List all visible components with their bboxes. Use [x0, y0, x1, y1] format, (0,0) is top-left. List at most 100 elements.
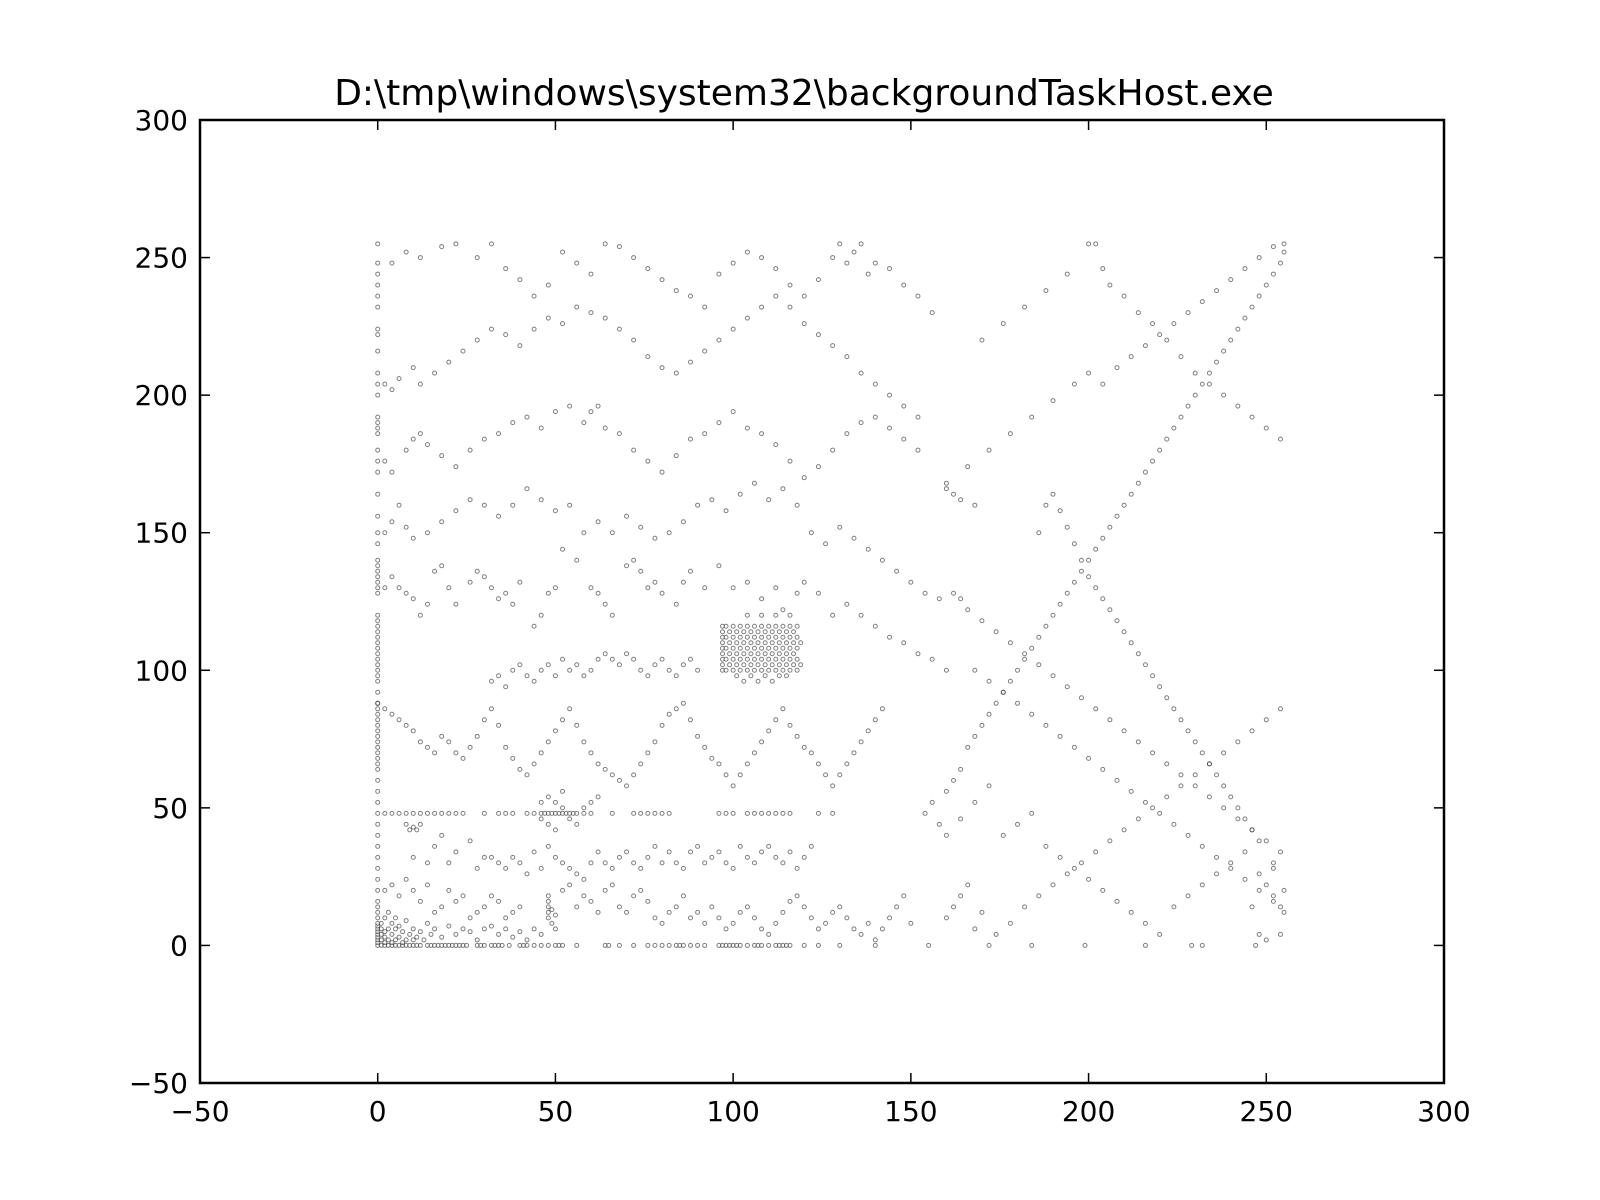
scatter-point: [375, 777, 381, 783]
scatter-point: [1043, 502, 1049, 508]
y-tick-label: 0: [170, 929, 188, 962]
scatter-point: [1107, 282, 1113, 288]
scatter-point: [680, 865, 686, 871]
scatter-point: [1014, 821, 1020, 827]
scatter-point: [417, 381, 423, 387]
scatter-point: [1150, 458, 1156, 464]
scatter-point: [780, 706, 786, 712]
scatter-point: [1270, 898, 1276, 904]
scatter-point: [741, 629, 747, 635]
scatter-point: [759, 596, 765, 602]
scatter-point: [734, 651, 740, 657]
scatter-point: [1171, 821, 1177, 827]
scatter-point: [524, 942, 530, 948]
scatter-point: [1093, 585, 1099, 591]
scatter-point: [958, 596, 964, 602]
scatter-point: [545, 843, 551, 849]
scatter-point: [780, 623, 786, 629]
scatter-point: [773, 266, 779, 272]
scatter-point: [417, 255, 423, 261]
scatter-point: [986, 678, 992, 684]
scatter-point: [375, 425, 381, 431]
scatter-point: [1043, 843, 1049, 849]
scatter-point: [744, 645, 750, 651]
scatter-point: [1263, 882, 1269, 888]
scatter-point: [510, 854, 516, 860]
scatter-point: [588, 271, 594, 277]
scatter-point: [375, 744, 381, 750]
scatter-point: [496, 898, 502, 904]
scatter-point: [567, 667, 573, 673]
scatter-point: [766, 623, 772, 629]
scatter-point: [723, 656, 729, 662]
scatter-point: [602, 315, 608, 321]
scatter-point: [766, 931, 772, 937]
scatter-point: [972, 667, 978, 673]
scatter-point: [1278, 260, 1284, 266]
scatter-point: [439, 563, 445, 569]
scatter-point: [716, 420, 722, 426]
scatter-point: [375, 293, 381, 299]
scatter-point: [687, 568, 693, 574]
scatter-point: [965, 607, 971, 613]
scatter-point: [851, 750, 857, 756]
scatter-point: [588, 409, 594, 415]
scatter-point: [1242, 315, 1248, 321]
scatter-point: [741, 662, 747, 668]
scatter-point: [538, 667, 544, 673]
scatter-point: [815, 761, 821, 767]
scatter-point: [773, 717, 779, 723]
scatter-point: [560, 546, 566, 552]
scatter-point: [375, 728, 381, 734]
scatter-point: [1100, 887, 1106, 893]
scatter-point: [844, 915, 850, 921]
scatter-point: [602, 651, 608, 657]
scatter-point: [1178, 414, 1184, 420]
scatter-point: [773, 854, 779, 860]
scatter-point: [560, 249, 566, 255]
scatter-point: [929, 799, 935, 805]
scatter-point: [538, 942, 544, 948]
scatter-point: [609, 656, 615, 662]
scatter-point: [759, 612, 765, 618]
scatter-point: [375, 541, 381, 547]
scatter-point: [702, 920, 708, 926]
scatter-point: [616, 777, 622, 783]
scatter-point: [496, 431, 502, 437]
scatter-point: [524, 810, 530, 816]
scatter-point: [1128, 491, 1134, 497]
scatter-point: [780, 656, 786, 662]
scatter-point: [791, 662, 797, 668]
scatter-point: [1263, 282, 1269, 288]
scatter-point: [1192, 783, 1198, 789]
scatter-point: [851, 535, 857, 541]
scatter-point: [467, 915, 473, 921]
scatter-point: [1150, 750, 1156, 756]
scatter-point: [375, 706, 381, 712]
scatter-point: [417, 612, 423, 618]
scatter-point: [588, 810, 594, 816]
scatter-point: [872, 942, 878, 948]
scatter-point: [744, 634, 750, 640]
scatter-point: [915, 293, 921, 299]
scatter-point: [481, 810, 487, 816]
scatter-point: [1157, 931, 1163, 937]
scatter-point: [887, 266, 893, 272]
scatter-point: [776, 640, 782, 646]
scatter-point: [481, 717, 487, 723]
scatter-point: [1164, 695, 1170, 701]
scatter-point: [865, 728, 871, 734]
scatter-point: [428, 931, 434, 937]
scatter-point: [879, 557, 885, 563]
scatter-point: [837, 524, 843, 530]
scatter-point: [503, 865, 509, 871]
scatter-point: [1086, 370, 1092, 376]
scatter-point: [403, 590, 409, 596]
scatter-point: [588, 667, 594, 673]
scatter-point: [659, 656, 665, 662]
scatter-point: [776, 673, 782, 679]
scatter-point: [417, 821, 423, 827]
scatter-point: [375, 469, 381, 475]
scatter-point: [453, 464, 459, 470]
scatter-point: [808, 530, 814, 536]
